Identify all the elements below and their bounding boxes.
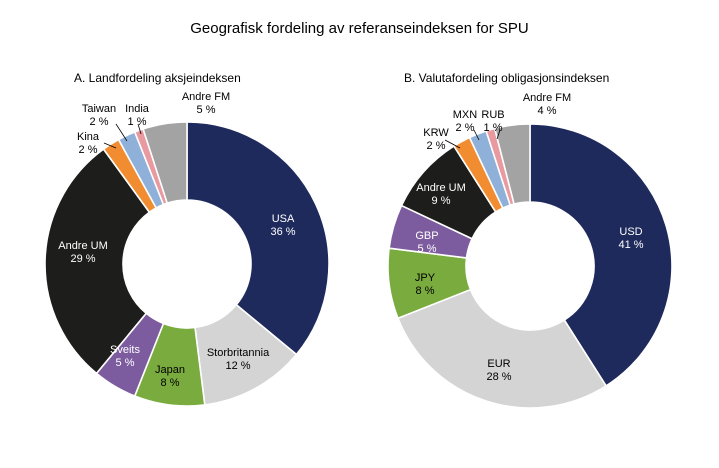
leader-line-rub (496, 129, 501, 140)
slice-label-sveits: Sveits 5 % (110, 344, 140, 369)
slice-label-andre-fm: Andre FM 4 % (523, 92, 571, 117)
slice-label-usd: USD 41 % (618, 226, 643, 251)
slice-label-krw: KRW 2 % (423, 127, 449, 152)
slice-andre-um (44, 148, 151, 375)
slice-label-andre-um: Andre UM 9 % (416, 182, 466, 207)
slice-label-jpy: JPY 8 % (415, 272, 436, 297)
donut-chart-2: B. Valutafordeling obligasjonsindeksen US… (387, 71, 673, 409)
slice-eur (396, 288, 608, 409)
slice-label-kina: Kina 2 % (77, 131, 100, 156)
slice-label-storbritannia: Storbritannia 12 % (207, 347, 270, 372)
slice-label-rub: RUB 1 % (481, 109, 504, 134)
slice-label-japan: Japan 8 % (155, 364, 185, 389)
leader-line-kina (103, 142, 117, 149)
slice-usa (186, 121, 330, 356)
chart-title: Geografisk fordeling av referanseindekse… (190, 20, 529, 37)
slice-label-mxn: MXN 2 % (453, 109, 478, 134)
slice-andre-fm (493, 123, 531, 205)
panel-title-2: B. Valutafordeling obligasjonsindeksen (404, 71, 609, 85)
donut-chart-1: A. Landfordeling aksjeindeksen USA 36 % Sto… (44, 71, 330, 407)
slice-label-andre-um: Andre UM 29 % (58, 240, 108, 265)
leader-line-mxn (473, 129, 480, 141)
panel-title-1: A. Landfordeling aksjeindeksen (74, 71, 241, 85)
slice-label-gbp: GBP 5 % (415, 230, 438, 255)
leader-line-taiwan (115, 123, 128, 142)
slice-label-taiwan: Taiwan 2 % (82, 103, 116, 128)
slice-label-eur: EUR 28 % (486, 358, 511, 383)
slice-label-usa: USA 36 % (270, 213, 295, 238)
leader-line-india (137, 123, 142, 135)
slice-andre-fm (142, 121, 188, 205)
slice-label-andre-fm: Andre FM 5 % (182, 91, 230, 116)
leader-line-krw (444, 139, 461, 149)
slice-label-india: India 1 % (125, 103, 150, 128)
